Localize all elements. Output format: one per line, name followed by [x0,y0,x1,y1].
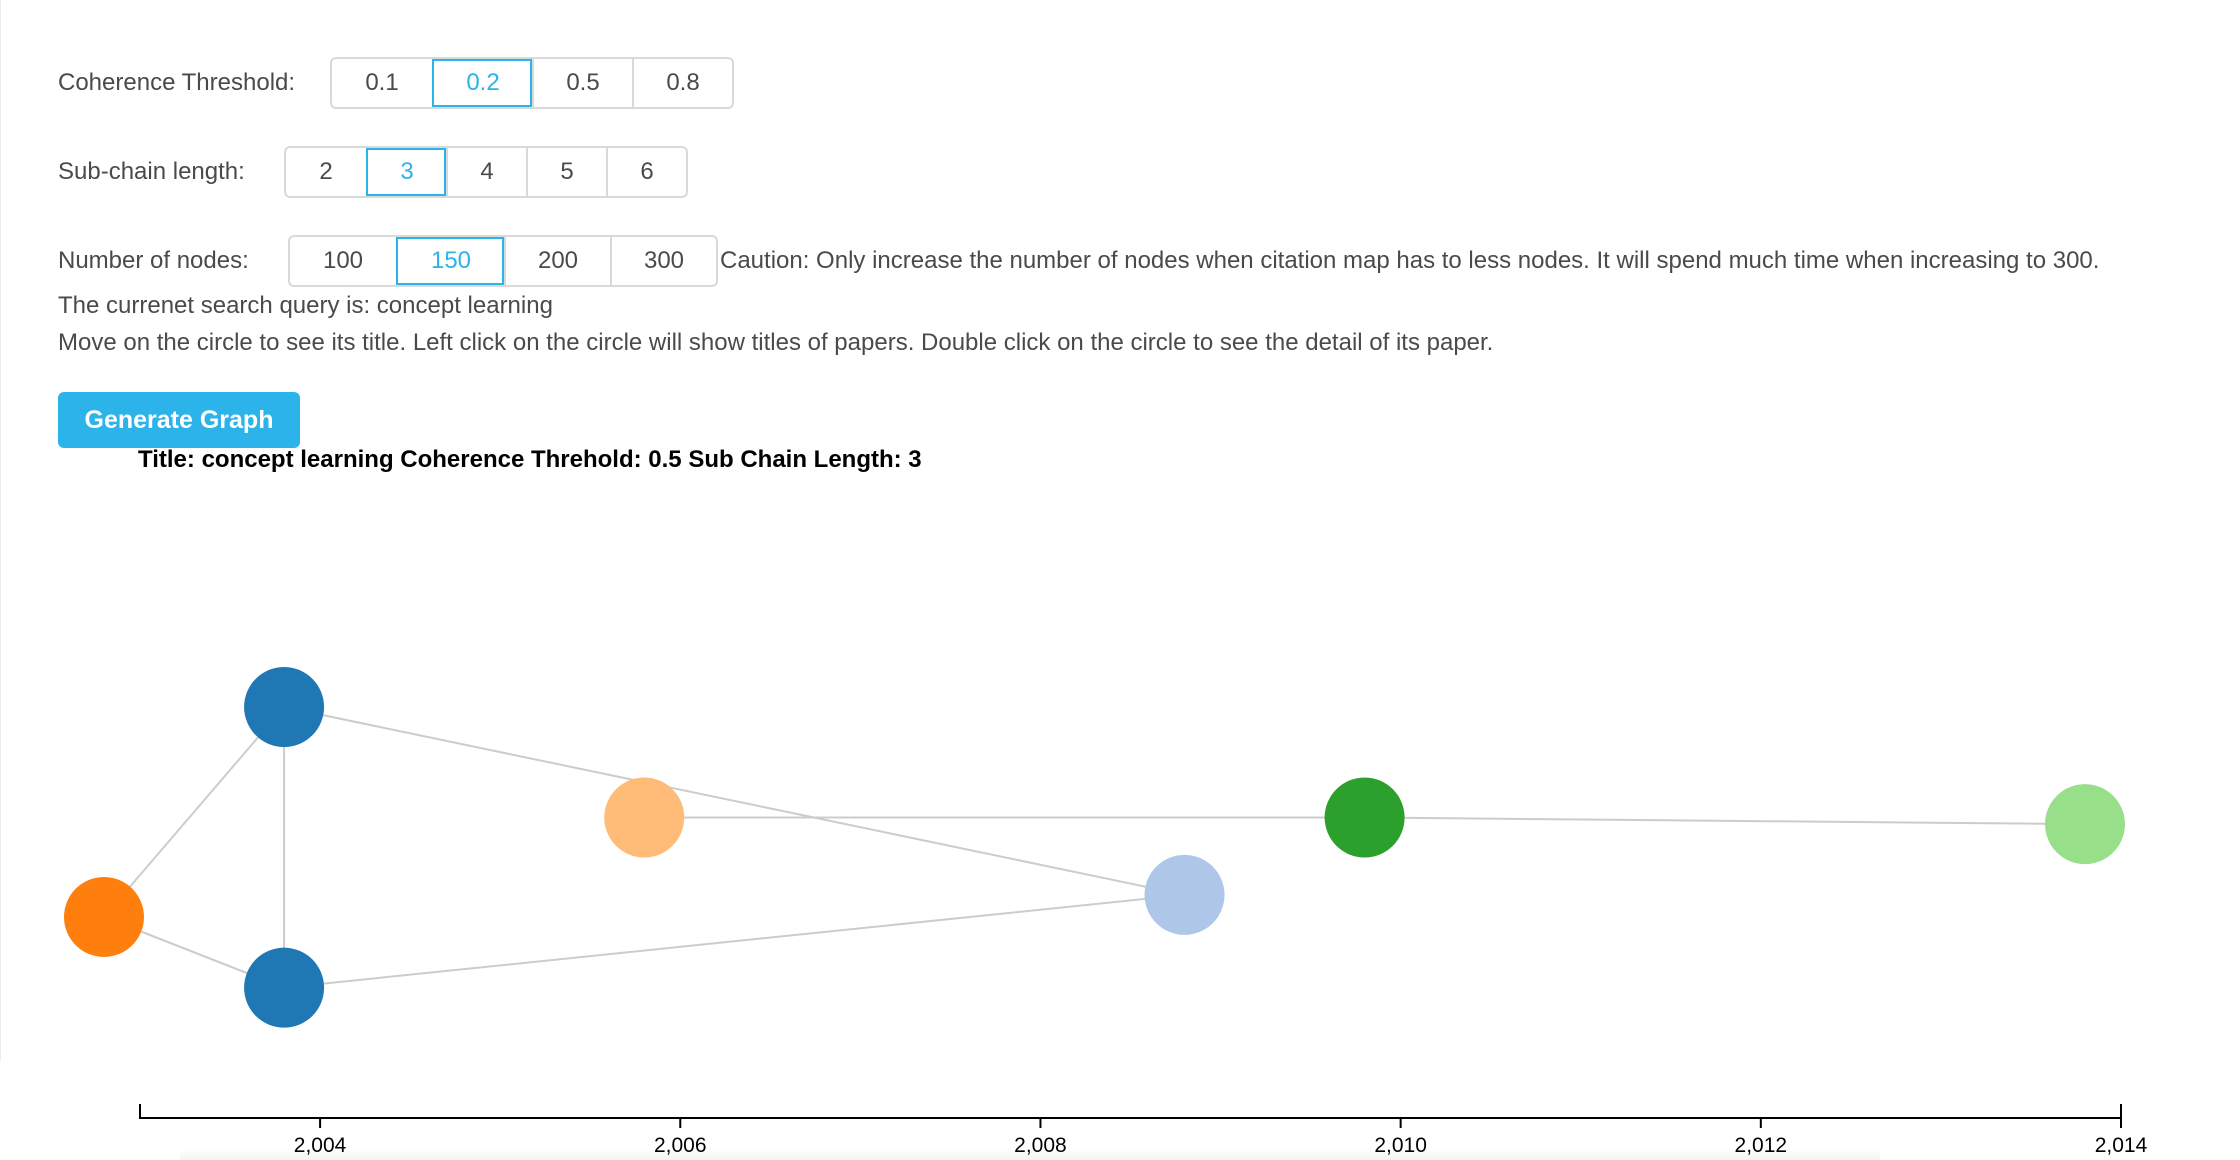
axis-tick-label-2010: 2,010 [1374,1134,1427,1157]
coherence-option-0-2[interactable]: 0.2 [432,59,532,107]
number-of-nodes-row: Number of nodes: 100 150 200 300 Caution… [58,233,2099,289]
axis-tick-label-2014: 2,014 [2095,1134,2148,1157]
graph-nodes [63,667,2125,1028]
subchain-length-label: Sub-chain length: [58,158,245,185]
graph-edge-4 [283,893,1185,989]
search-query-text: The currenet search query is: concept le… [58,292,553,319]
axis-line [139,1104,2122,1119]
nodes-option-300[interactable]: 300 [610,237,716,285]
coherence-threshold-row: Coherence Threshold: 0.1 0.2 0.5 0.8 [58,55,734,111]
axis-tick-label-2012: 2,012 [1735,1134,1788,1157]
coherence-option-0-1[interactable]: 0.1 [365,69,399,96]
left-border [0,0,1,1060]
coherence-threshold-label: Coherence Threshold: [58,69,296,96]
number-of-nodes-label: Number of nodes: [58,247,249,274]
subchain-option-2[interactable]: 2 [319,158,333,185]
graph-edge-3 [283,706,1185,896]
graph-edge-6 [1364,816,2085,826]
subchain-option-4[interactable]: 4 [446,148,526,196]
graph-node-orange[interactable] [63,876,144,957]
graph-node-blue-bottom[interactable] [244,947,325,1028]
graph-edges [103,706,2085,989]
nodes-caution-text: Caution: Only increase the number of nod… [720,247,2100,274]
graph-edge-0 [103,706,285,918]
subchain-option-3[interactable]: 3 [366,148,446,196]
help-text: Move on the circle to see its title. Lef… [58,329,1494,356]
nodes-option-150[interactable]: 150 [396,237,504,285]
year-axis: 2,004 2,006 2,008 2,010 2,012 2,014 [139,1104,2148,1157]
graph-title: Title: concept learning Coherence Threho… [138,446,922,473]
bottom-shadow [180,1148,1880,1160]
number-of-nodes-group: 100 150 200 300 [288,235,718,287]
graph-node-peach[interactable] [604,777,685,858]
nodes-option-100[interactable]: 100 [322,247,364,274]
graph-node-green[interactable] [1324,777,1405,858]
subchain-length-group: 2 3 4 5 6 [284,146,688,198]
graph-node-blue-top[interactable] [244,667,325,747]
coherence-option-0-5[interactable]: 0.5 [532,59,632,107]
coherence-option-0-8[interactable]: 0.8 [632,59,732,107]
axis-tick-label-2004: 2,004 [294,1134,347,1157]
coherence-threshold-group: 0.1 0.2 0.5 0.8 [330,57,734,109]
graph-node-lightblue[interactable] [1144,854,1225,935]
axis-tick-label-2006: 2,006 [654,1134,707,1157]
subchain-option-5[interactable]: 5 [526,148,606,196]
generate-graph-button[interactable]: Generate Graph [58,392,300,448]
axis-tick-label-2008: 2,008 [1014,1134,1067,1157]
subchain-length-row: Sub-chain length: 2 3 4 5 6 [58,144,688,200]
graph-node-lightgreen[interactable] [2044,784,2125,865]
subchain-option-6[interactable]: 6 [606,148,686,196]
nodes-option-200[interactable]: 200 [504,237,610,285]
